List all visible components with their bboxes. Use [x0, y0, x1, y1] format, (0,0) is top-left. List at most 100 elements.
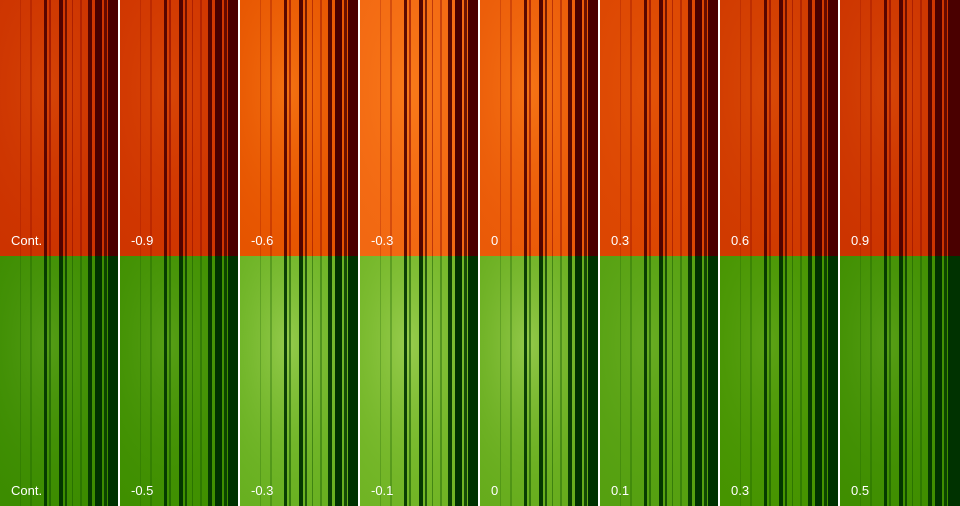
- spectral-line: [708, 256, 720, 506]
- spectral-line: [740, 256, 741, 506]
- spectral-line: [785, 256, 787, 506]
- spectral-line: [800, 256, 802, 506]
- spectral-line: [448, 0, 452, 256]
- panel-label: -0.9: [131, 233, 153, 248]
- image-panel: Cont.: [0, 256, 120, 506]
- spectral-line: [792, 0, 793, 256]
- spectral-line: [769, 0, 771, 256]
- spectral-line: [390, 256, 392, 506]
- spectral-line: [884, 256, 887, 506]
- spectral-line: [320, 0, 322, 256]
- spectral-line: [380, 0, 381, 256]
- spectral-line: [95, 0, 102, 256]
- spectral-line: [785, 0, 787, 256]
- image-panel: 0: [480, 256, 600, 506]
- panel-label: -0.3: [251, 483, 273, 498]
- spectral-line: [49, 256, 51, 506]
- spectral-line: [588, 256, 600, 506]
- spectral-line: [500, 0, 501, 256]
- spectral-line: [88, 0, 92, 256]
- image-panel: 0.9: [840, 0, 960, 256]
- spectral-line: [208, 256, 212, 506]
- spectral-line: [630, 256, 632, 506]
- spectral-line: [665, 0, 667, 256]
- panel-label: -0.3: [371, 233, 393, 248]
- spectral-line: [192, 0, 193, 256]
- spectral-line: [289, 0, 291, 256]
- spectral-line: [409, 256, 411, 506]
- spectral-line: [108, 256, 120, 506]
- panel-label: Cont.: [11, 483, 42, 498]
- spectral-line: [560, 256, 562, 506]
- spectral-line: [260, 256, 261, 506]
- spectral-line: [584, 0, 587, 256]
- spectral-line: [672, 0, 673, 256]
- spectral-line: [104, 256, 107, 506]
- spectral-line: [164, 0, 167, 256]
- spectral-line: [779, 0, 783, 256]
- spectral-line: [425, 256, 427, 506]
- spectral-line: [575, 256, 582, 506]
- panel-label: 0.5: [851, 483, 869, 498]
- spectral-line: [95, 256, 102, 506]
- spectral-line: [524, 0, 527, 256]
- spectral-line: [30, 256, 32, 506]
- spectral-line: [419, 256, 423, 506]
- spectral-line: [20, 0, 21, 256]
- panel-separator: [118, 0, 120, 506]
- spectral-line: [792, 256, 793, 506]
- image-panel: 0.5: [840, 256, 960, 506]
- spectral-line: [455, 256, 462, 506]
- spectral-line: [575, 0, 582, 256]
- spectral-line: [928, 0, 932, 256]
- panel-label: 0.1: [611, 483, 629, 498]
- spectral-line: [228, 256, 240, 506]
- image-panel: -0.5: [120, 256, 240, 506]
- spectral-line: [164, 256, 167, 506]
- panel-label: 0.9: [851, 233, 869, 248]
- spectral-line: [545, 0, 547, 256]
- spectral-line: [659, 256, 663, 506]
- spectral-line: [828, 256, 840, 506]
- spectral-line: [328, 256, 332, 506]
- spectral-line: [870, 0, 872, 256]
- spectral-line: [704, 0, 707, 256]
- spectral-line: [644, 256, 647, 506]
- spectral-line: [270, 256, 272, 506]
- spectral-line: [764, 0, 767, 256]
- spectral-line: [539, 256, 543, 506]
- spectral-line: [299, 256, 303, 506]
- spectral-line: [944, 256, 947, 506]
- spectral-line: [779, 256, 783, 506]
- spectral-line: [860, 256, 861, 506]
- panel-label: 0.3: [611, 233, 629, 248]
- spectral-line: [72, 256, 73, 506]
- spectral-line: [928, 256, 932, 506]
- spectral-line: [935, 256, 942, 506]
- spectral-line: [409, 0, 411, 256]
- spectral-line: [404, 0, 407, 256]
- spectral-line: [524, 256, 527, 506]
- spectral-line: [104, 0, 107, 256]
- spectral-line: [140, 0, 141, 256]
- spectral-line: [150, 0, 152, 256]
- spectral-line: [305, 0, 307, 256]
- spectral-line: [529, 0, 531, 256]
- spectral-line: [200, 256, 202, 506]
- panel-separator: [598, 0, 600, 506]
- spectral-line: [49, 0, 51, 256]
- spectral-line: [30, 0, 32, 256]
- spectral-line: [179, 256, 183, 506]
- spectral-line: [44, 256, 47, 506]
- spectral-line: [769, 256, 771, 506]
- panel-separator: [358, 0, 360, 506]
- spectral-line: [740, 0, 741, 256]
- spectral-line: [335, 0, 342, 256]
- image-panel: -0.9: [120, 0, 240, 256]
- spectral-line: [224, 0, 227, 256]
- spectral-line: [192, 256, 193, 506]
- spectral-line: [200, 0, 202, 256]
- image-panel: Cont.: [0, 0, 120, 256]
